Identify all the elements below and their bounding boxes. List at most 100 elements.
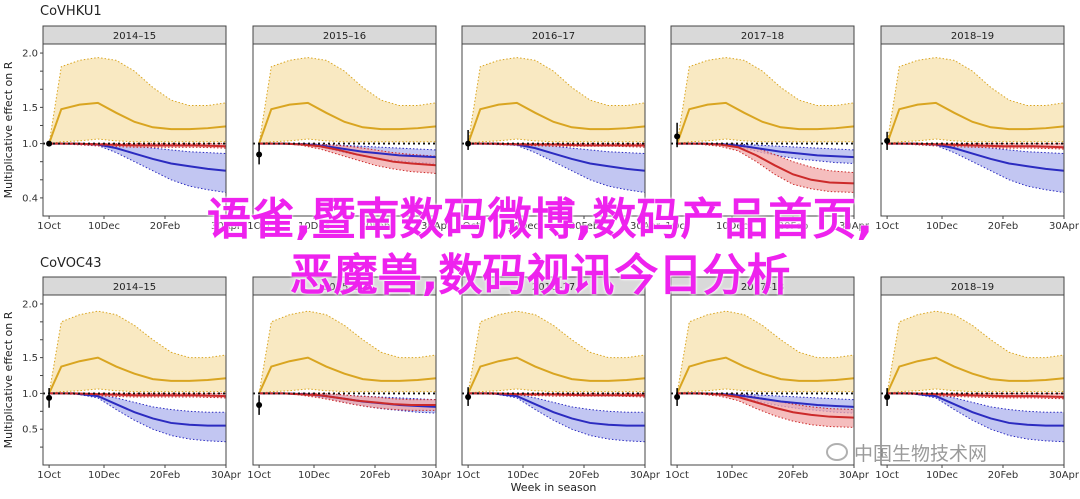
x-tick-label: 1Oct	[37, 221, 61, 232]
effect3-band-upper	[677, 392, 855, 401]
x-tick-label: 20Feb	[360, 221, 390, 232]
x-tick-label: 1Oct	[875, 221, 899, 232]
x-tick-label: 1Oct	[247, 221, 271, 232]
panel-2017–18: 2017–18 1Oct 10Dec 20Feb 30Apr	[665, 25, 870, 232]
effect1-band	[887, 311, 1064, 394]
y-tick-label: 1.0	[22, 139, 38, 150]
effect2-band	[677, 393, 854, 428]
panel-2015–16: 2015–16 1Oct 10Dec 20Feb 30Apr	[247, 25, 452, 232]
effect2-band-upper	[259, 143, 437, 157]
y-axis-title: Multiplicative effect on R	[2, 311, 15, 448]
wechat-icon	[826, 443, 848, 461]
panel-frame	[252, 43, 437, 217]
effect1-band-upper	[676, 57, 855, 144]
panel-2014–15: 2014–15 1Oct 10Dec 20Feb 30Apr	[37, 25, 242, 232]
panel-2014–15: 2014–15 1Oct 10Dec 20Feb 30Apr	[37, 276, 242, 481]
effect3-band-lower	[468, 143, 646, 193]
start-point	[256, 151, 263, 158]
effect1-band	[887, 57, 1064, 144]
effect1-band-upper	[886, 310, 1065, 394]
effect1-band-lower	[259, 138, 436, 145]
effect3-band	[49, 393, 226, 442]
x-tick-label: 30Apr	[421, 221, 452, 232]
panel-title: 2017–18	[741, 31, 784, 42]
start-point	[465, 394, 472, 400]
x-tick-label: 20Feb	[569, 221, 599, 232]
effect3-band	[887, 143, 1064, 193]
x-tick-label: 1Oct	[456, 221, 480, 232]
x-tick-label: 10Dec	[298, 470, 330, 481]
effect3-band-lower	[887, 143, 1065, 193]
effect1-band	[468, 311, 645, 394]
effect3-band-upper	[259, 143, 437, 151]
effect2-band	[259, 393, 436, 411]
panel-title: 2014–15	[113, 31, 156, 42]
x-tick-label: 30Apr	[839, 221, 870, 232]
effect1-band-lower	[887, 138, 1064, 145]
effect2-band-lower	[468, 143, 646, 148]
effect2-line	[677, 392, 855, 419]
effect3-band-lower	[887, 392, 1065, 443]
effect3-band-upper	[468, 392, 645, 413]
effect1-line	[467, 356, 646, 394]
x-tick-label: 30Apr	[1049, 470, 1080, 481]
y-tick-label: 0.5	[22, 425, 38, 436]
start-point	[884, 394, 891, 400]
x-tick-label: 10Dec	[716, 221, 748, 232]
effect1-band	[677, 57, 854, 144]
effect2-band-lower	[677, 143, 855, 193]
effect1-line	[48, 101, 227, 144]
effect2-band-lower	[259, 392, 436, 411]
x-tick-label: 20Feb	[988, 221, 1018, 232]
effect2-band-lower	[49, 143, 227, 149]
panel-2017–18: 2017–18 1Oct 10Dec 20Feb 30Apr	[665, 276, 870, 481]
effect1-band-lower	[259, 388, 436, 394]
effect1-band	[468, 57, 645, 144]
panel-2016–17: 2016–17 1Oct 10Dec 20Feb 30Apr	[456, 276, 661, 481]
x-tick-label: 20Feb	[569, 470, 599, 481]
y-tick-label: 1.5	[22, 353, 38, 364]
effect1-band-upper	[467, 57, 646, 144]
effect3-band-upper	[49, 392, 226, 413]
panel-frame	[670, 294, 855, 466]
y-tick-label: 1.5	[22, 103, 38, 114]
start-point	[465, 140, 472, 147]
effect1-line	[886, 101, 1065, 144]
effect2-band-lower	[468, 392, 646, 398]
effect1-band-lower	[677, 388, 854, 394]
effect1-band-upper	[258, 310, 437, 394]
effect1-band	[49, 311, 226, 394]
x-tick-label: 1Oct	[456, 470, 480, 481]
panel-2015–16: 2015–16 1Oct 10Dec 20Feb 30Apr	[247, 276, 452, 481]
effect2-line	[677, 142, 855, 185]
effect1-band	[259, 57, 436, 144]
x-tick-label: 20Feb	[150, 221, 180, 232]
x-axis-title: Week in season	[511, 481, 597, 494]
x-tick-label: 1Oct	[665, 470, 689, 481]
panel-frame	[880, 43, 1065, 217]
effect2-band-lower	[887, 143, 1065, 150]
x-tick-label: 10Dec	[716, 470, 748, 481]
effect1-band-lower	[468, 138, 645, 145]
effect3-band-upper	[677, 143, 855, 151]
effect1-line	[467, 101, 646, 144]
effect1-band-upper	[676, 310, 855, 394]
panel-frame	[461, 43, 646, 217]
x-tick-label: 30Apr	[211, 470, 242, 481]
effect1-band-upper	[886, 57, 1065, 144]
effect1-line	[676, 356, 855, 394]
effect1-line	[676, 101, 855, 144]
x-tick-label: 10Dec	[88, 221, 120, 232]
y-tick-label: 0.4	[22, 193, 38, 204]
panel-frame	[461, 294, 646, 466]
x-tick-label: 20Feb	[988, 470, 1018, 481]
effect1-band-lower	[887, 388, 1064, 394]
x-tick-label: 1Oct	[665, 221, 689, 232]
start-point	[46, 394, 53, 401]
x-tick-label: 20Feb	[360, 470, 390, 481]
effect1-band	[49, 57, 226, 144]
effect1-band-lower	[677, 138, 854, 145]
panel-2018–19: 2018–19 1Oct 10Dec 20Feb 30Apr	[875, 25, 1080, 232]
effect1-band	[259, 311, 436, 394]
